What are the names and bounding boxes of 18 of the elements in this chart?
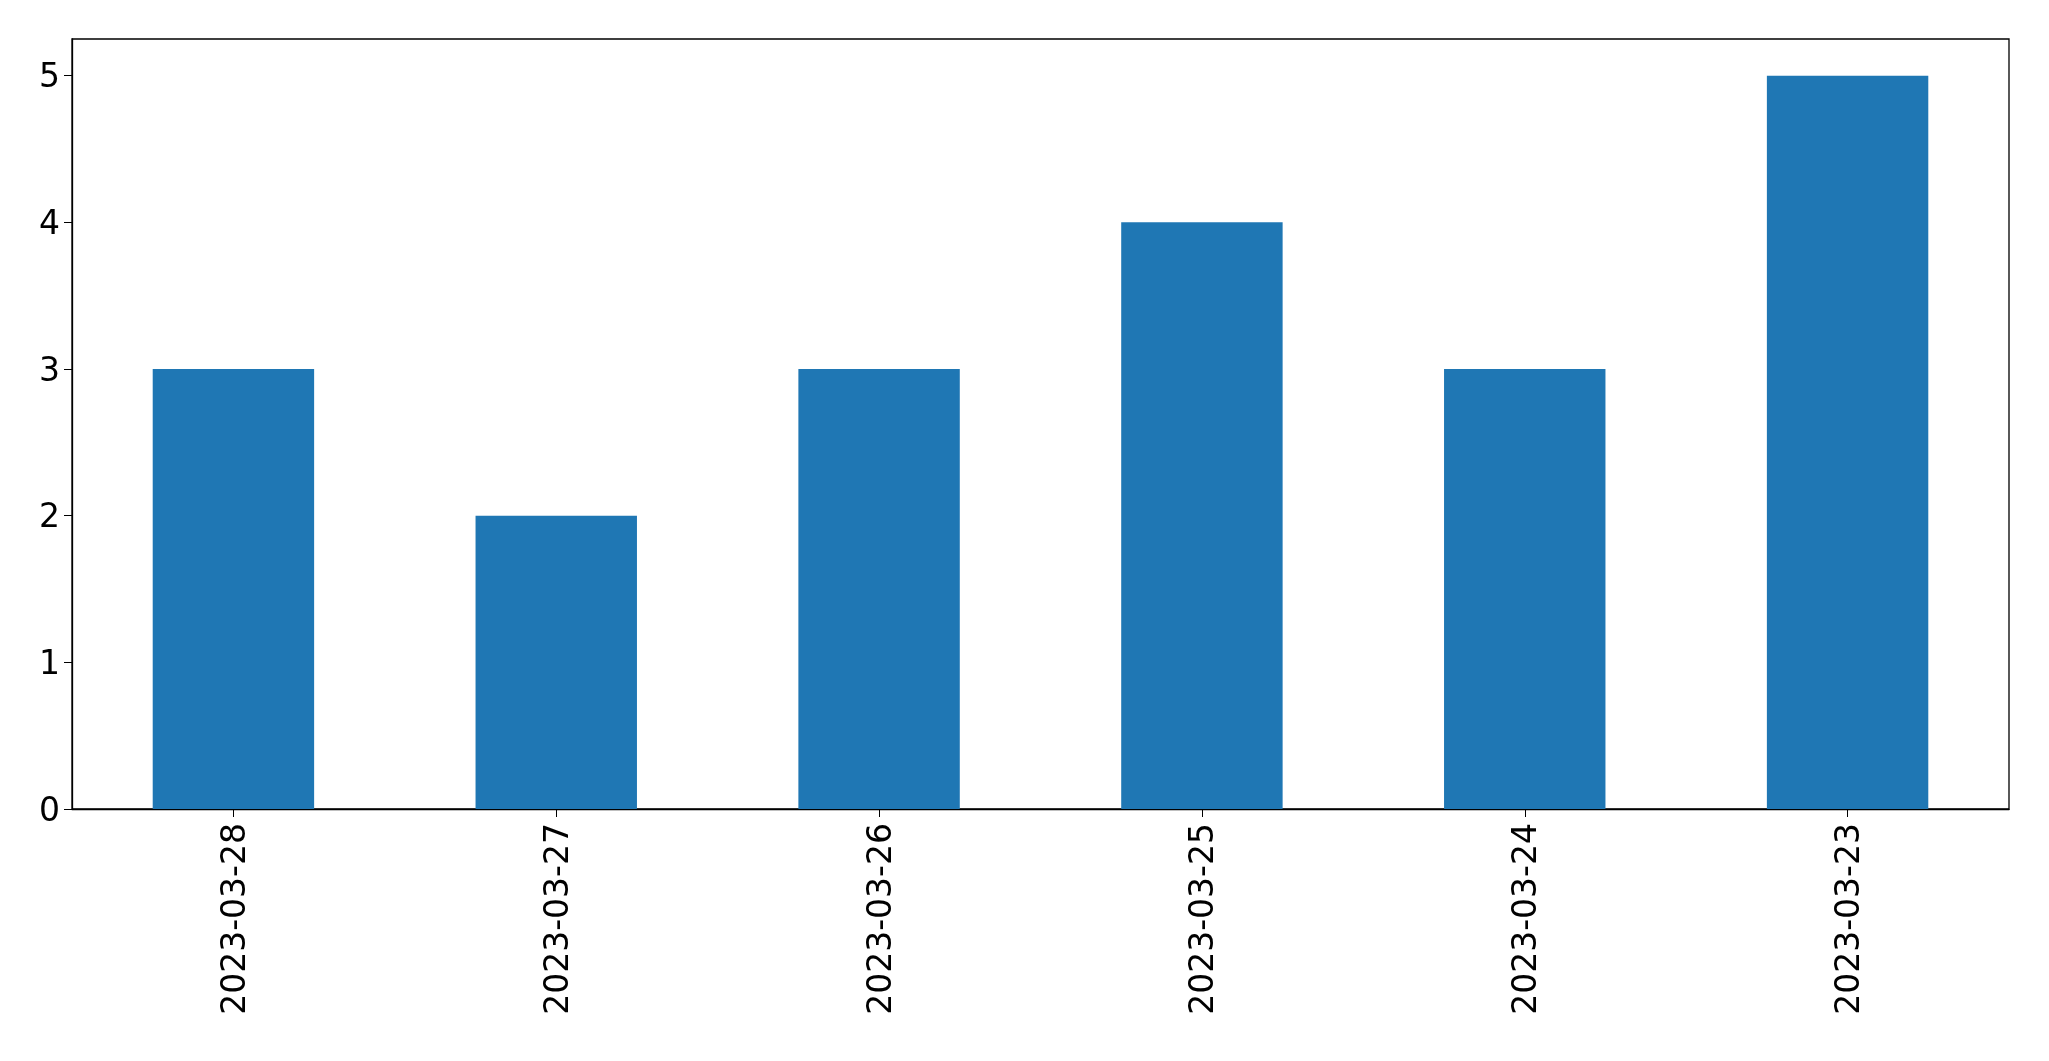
y-tick-label: 0	[39, 789, 60, 829]
x-tick-label: 2023-03-24	[1505, 823, 1545, 1015]
y-tick-label: 4	[39, 202, 60, 242]
bar	[1766, 75, 1929, 809]
y-tick-label: 2	[39, 496, 60, 536]
y-tick-label: 5	[39, 56, 60, 96]
bar	[475, 515, 637, 809]
x-tick-label: 2023-03-25	[1182, 823, 1222, 1015]
bar	[1444, 369, 1606, 809]
y-tick-label: 3	[39, 349, 60, 389]
bar	[1121, 222, 1283, 809]
x-tick-label: 2023-03-28	[213, 823, 253, 1015]
bar	[152, 369, 315, 809]
bar	[798, 369, 960, 809]
x-tick-label: 2023-03-26	[859, 823, 899, 1015]
y-tick-label: 1	[39, 642, 60, 682]
x-tick-label: 2023-03-27	[536, 823, 576, 1015]
x-tick-label: 2023-03-23	[1828, 823, 1868, 1015]
